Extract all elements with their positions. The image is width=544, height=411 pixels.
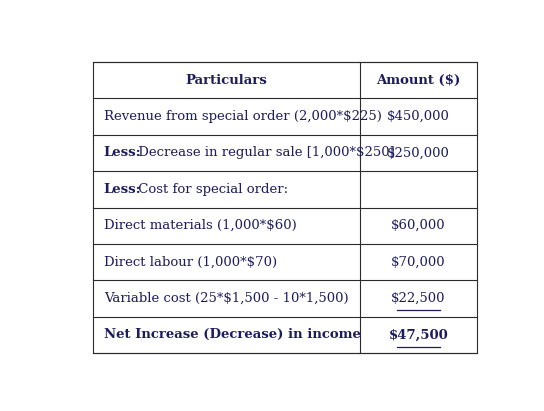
Text: $47,500: $47,500	[388, 328, 448, 342]
Text: Direct materials (1,000*$60): Direct materials (1,000*$60)	[104, 219, 296, 232]
Text: Variable cost (25*$1,500 - 10*1,500): Variable cost (25*$1,500 - 10*1,500)	[104, 292, 349, 305]
Text: Cost for special order:: Cost for special order:	[134, 183, 288, 196]
Text: $70,000: $70,000	[391, 256, 446, 269]
Text: Net Increase (Decrease) in income: Net Increase (Decrease) in income	[104, 328, 361, 342]
Text: $60,000: $60,000	[391, 219, 446, 232]
Text: Particulars: Particulars	[186, 74, 268, 87]
Text: Revenue from special order (2,000*$225): Revenue from special order (2,000*$225)	[104, 110, 382, 123]
Text: Decrease in regular sale [1,000*$250]: Decrease in regular sale [1,000*$250]	[134, 146, 395, 159]
Text: $450,000: $450,000	[387, 110, 450, 123]
Text: Less:: Less:	[104, 183, 141, 196]
Text: Direct labour (1,000*$70): Direct labour (1,000*$70)	[104, 256, 277, 269]
Text: $250,000: $250,000	[387, 146, 450, 159]
Text: $22,500: $22,500	[391, 292, 446, 305]
Text: Amount ($): Amount ($)	[376, 74, 461, 87]
Text: Less:: Less:	[104, 146, 141, 159]
